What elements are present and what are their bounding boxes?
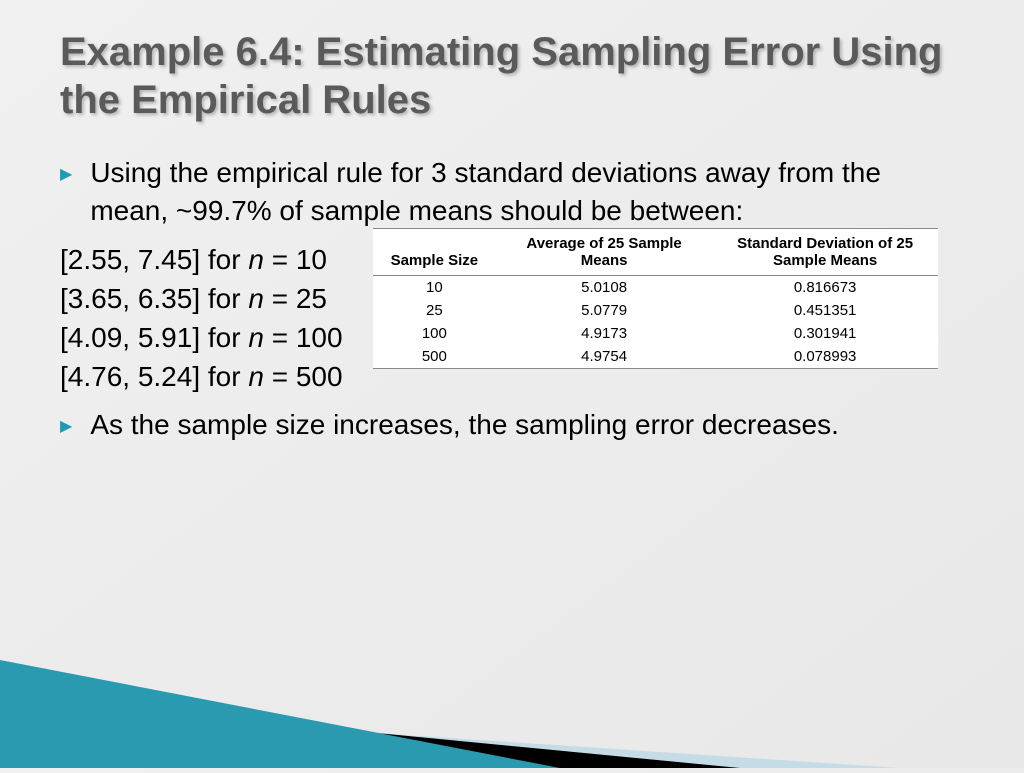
table-row: 1004.91730.301941 [373, 322, 939, 345]
range-list: [2.55, 7.45] for n = 10 [3.65, 6.35] for… [60, 240, 343, 397]
triangle-light-icon [0, 708, 900, 768]
range-item: [2.55, 7.45] for n = 10 [60, 240, 343, 279]
range-item: [4.76, 5.24] for n = 500 [60, 357, 343, 396]
slide-title: Example 6.4: Estimating Sampling Error U… [0, 0, 1024, 134]
bullet-text-2: As the sample size increases, the sampli… [90, 406, 839, 444]
bullet-item-2: ▶ As the sample size increases, the samp… [60, 406, 964, 444]
table-row: 255.07790.451351 [373, 299, 939, 322]
bullet-item-1: ▶ Using the empirical rule for 3 standar… [60, 154, 964, 230]
bullet-icon: ▶ [60, 416, 72, 436]
table-row: 105.01080.816673 [373, 275, 939, 299]
sample-stats-table: Sample Size Average of 25 Sample Means S… [373, 228, 939, 369]
col-sample-size: Sample Size [373, 228, 497, 275]
col-std-dev: Standard Deviation of 25 Sample Means [712, 228, 938, 275]
triangle-teal-icon [0, 660, 560, 768]
slide-content: ▶ Using the empirical rule for 3 standar… [0, 134, 1024, 444]
range-item: [3.65, 6.35] for n = 25 [60, 279, 343, 318]
col-avg-means: Average of 25 Sample Means [496, 228, 712, 275]
slide-decoration [0, 628, 1024, 768]
range-item: [4.09, 5.91] for n = 100 [60, 318, 343, 357]
bullet-text-1: Using the empirical rule for 3 standard … [90, 154, 964, 230]
bullet-icon: ▶ [60, 164, 72, 184]
table-header-row: Sample Size Average of 25 Sample Means S… [373, 228, 939, 275]
triangle-black-icon [130, 716, 740, 768]
table-row: 5004.97540.078993 [373, 345, 939, 369]
